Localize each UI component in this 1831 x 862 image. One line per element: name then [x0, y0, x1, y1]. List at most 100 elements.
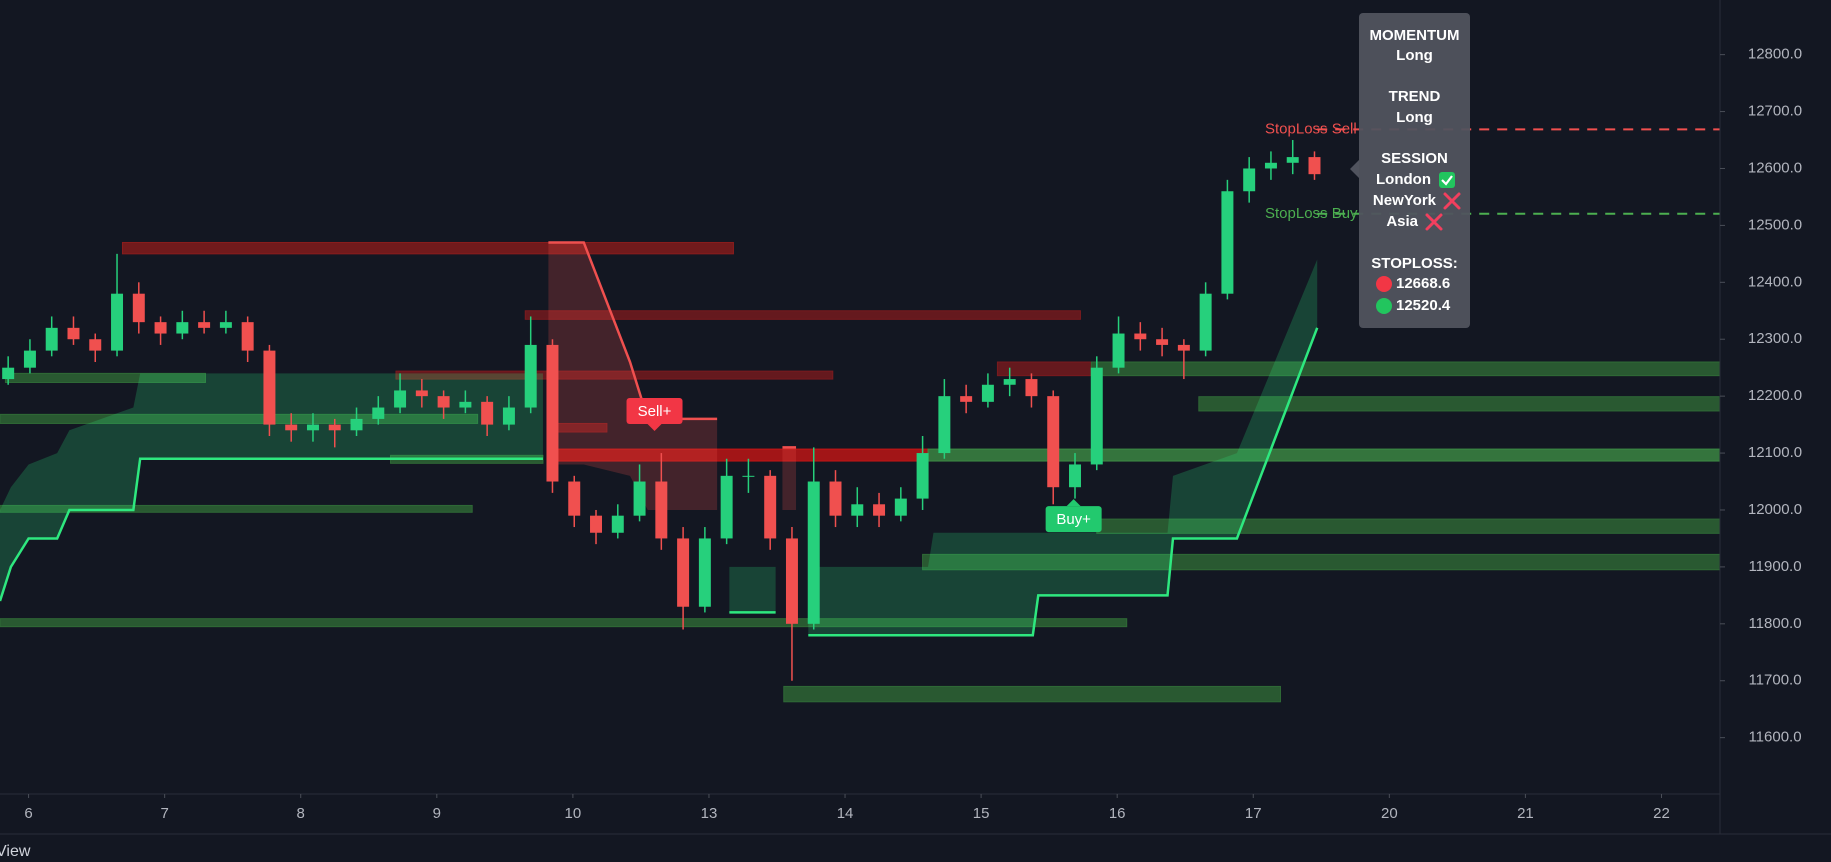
candle-body: [894, 498, 907, 516]
panel-text: TREND: [1389, 88, 1441, 105]
candle-body: [176, 322, 189, 334]
candle-body: [1047, 396, 1060, 488]
panel-text: Long: [1396, 109, 1433, 126]
candle-body: [1134, 333, 1147, 340]
candle-body: [677, 538, 690, 607]
candle-body: [1221, 191, 1234, 294]
zone: [922, 553, 1720, 571]
signal-pointer: [1066, 499, 1081, 507]
zone: [121, 241, 734, 255]
stop-line: [808, 327, 1319, 637]
candle-body: [350, 418, 363, 431]
signal: Sell+: [626, 397, 683, 431]
panel-text: MOMENTUM: [1370, 27, 1460, 44]
zone: [996, 361, 1092, 377]
zone: [927, 448, 1720, 462]
candle-body: [1243, 168, 1256, 192]
stop-cloud: [729, 566, 776, 613]
stoploss-label: StopLoss Buy: [1265, 205, 1358, 222]
candle-body: [655, 481, 668, 539]
candle-body: [481, 401, 494, 425]
candle-body: [785, 538, 798, 624]
session-name: NewYork: [1373, 192, 1437, 209]
zone: [0, 413, 479, 424]
x-tick-label: 8: [297, 805, 305, 822]
candle-body: [154, 322, 167, 334]
candle-body: [23, 350, 36, 368]
x-tick-label: 21: [1517, 805, 1534, 822]
candle-body: [219, 322, 232, 328]
x-tick-label: 10: [565, 805, 582, 822]
signal-box: [1045, 506, 1102, 533]
plot-area: [0, 128, 1720, 703]
x-tick-label: 7: [160, 805, 168, 822]
candle-body: [415, 390, 428, 397]
zone: [395, 370, 834, 380]
candle-body: [981, 384, 994, 402]
candle-body: [873, 504, 886, 516]
x-tick-label: 13: [701, 805, 718, 822]
candle-body: [1090, 367, 1103, 465]
candle-body: [1199, 293, 1212, 351]
signal-label: Buy+: [1056, 511, 1091, 528]
y-tick-label: 12300.0: [1748, 330, 1802, 347]
y-tick-label: 11800.0: [1748, 615, 1801, 632]
candle-body: [306, 424, 319, 431]
y-tick-label: 12100.0: [1748, 444, 1802, 461]
candle-body: [742, 475, 755, 477]
session-cross: [1443, 192, 1461, 210]
y-tick-label: 12000.0: [1748, 501, 1802, 518]
candle-body: [132, 293, 145, 323]
stop-cloud: [782, 447, 797, 510]
candle-body: [698, 538, 711, 607]
candle-body: [263, 350, 276, 425]
x-tick-label: 20: [1381, 805, 1398, 822]
footer-text: View: [0, 843, 31, 860]
candle-body: [241, 322, 254, 351]
stoploss-dot: [1376, 298, 1392, 314]
candle-body: [568, 481, 581, 516]
x-tick-label: 22: [1653, 805, 1670, 822]
panel-text: SESSION: [1381, 150, 1448, 167]
stoploss-label: StopLoss Sell: [1265, 120, 1357, 137]
candle-body: [720, 475, 733, 539]
candle-body: [1112, 333, 1125, 368]
candle-body: [524, 344, 537, 408]
x-tick-label: 14: [837, 805, 854, 822]
candle-body: [611, 515, 624, 533]
candle-body: [1264, 162, 1277, 169]
zone: [0, 504, 473, 513]
y-tick-label: 12600.0: [1748, 159, 1802, 176]
candle-body: [829, 481, 842, 516]
signal-box: [626, 397, 683, 424]
y-tick-label: 11900.0: [1748, 558, 1801, 575]
candle-body: [198, 322, 211, 328]
candle-body: [851, 504, 864, 516]
candle-body: [111, 293, 124, 351]
candle-body: [89, 339, 102, 351]
candle-body: [328, 424, 341, 431]
signal-label: Sell+: [638, 403, 672, 420]
stop-cloud: [0, 373, 543, 602]
y-tick-label: 11700.0: [1748, 672, 1801, 689]
candle-body: [1308, 157, 1321, 175]
panel-pointer: [1350, 160, 1359, 178]
candle-body: [1025, 379, 1038, 397]
stoploss-value: 12668.6: [1396, 275, 1450, 292]
candle-body: [394, 390, 407, 408]
candle-body: [938, 396, 951, 454]
candle-body: [502, 407, 515, 425]
y-tick-label: 12400.0: [1748, 273, 1802, 290]
y-tick-label: 12800.0: [1748, 46, 1802, 63]
signal-pointer: [647, 423, 662, 431]
candle-body: [285, 424, 298, 431]
zone: [1090, 361, 1720, 377]
session-name: Asia: [1386, 213, 1418, 230]
stoploss-dot: [1376, 276, 1392, 292]
panel-text: STOPLOSS:: [1371, 255, 1457, 272]
candle-body: [1286, 157, 1299, 163]
candle-body: [764, 475, 777, 539]
y-tick-label: 12500.0: [1748, 216, 1802, 233]
session-name: London: [1376, 171, 1431, 188]
